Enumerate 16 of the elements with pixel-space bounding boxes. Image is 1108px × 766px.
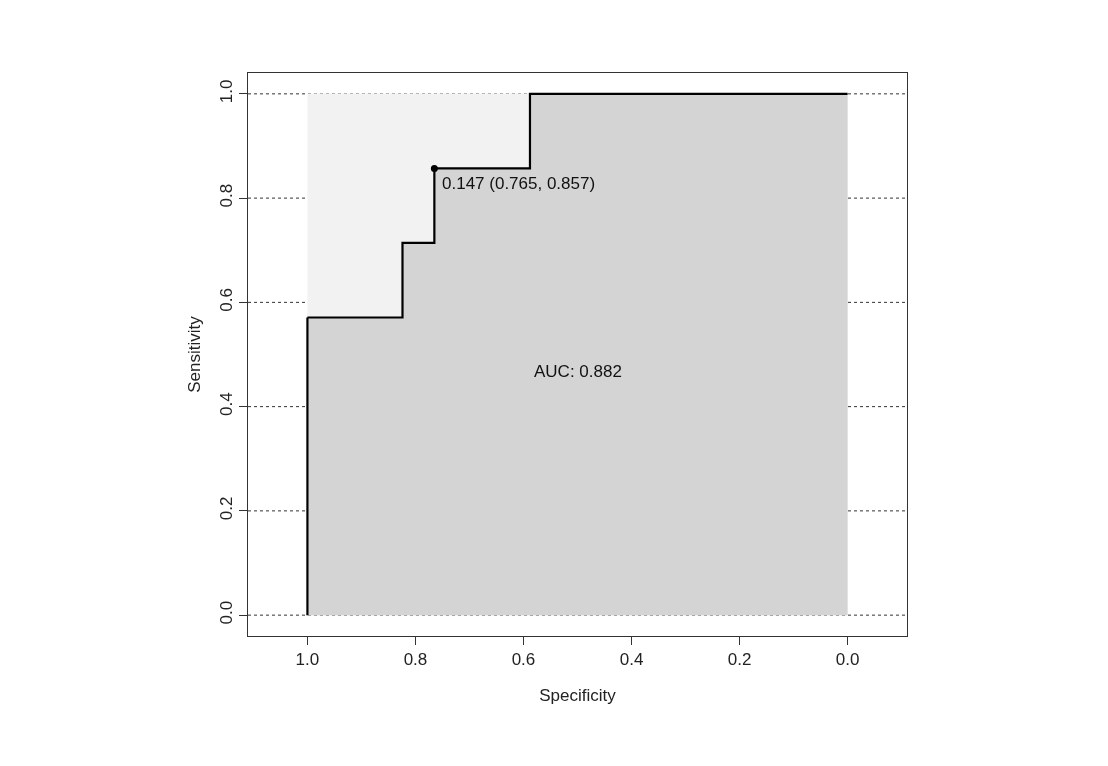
y-tick-label: 0.8 [217, 183, 237, 208]
y-axis-title: Sensitivity [184, 315, 204, 393]
annotation: AUC: 0.882 [534, 362, 622, 381]
x-tick-label: 1.0 [295, 650, 320, 670]
y-tick-label: 0.4 [217, 392, 237, 416]
x-tick-label: 0.8 [403, 650, 428, 670]
x-tick-label: 0.0 [835, 650, 860, 670]
y-tick-label: 1.0 [217, 79, 237, 104]
x-tick-label: 0.2 [727, 650, 752, 670]
y-tick-label: 0.0 [217, 600, 237, 625]
y-tick-label: 0.2 [217, 496, 237, 521]
x-axis-title: Specificity [539, 685, 617, 705]
y-tick-label: 0.6 [217, 288, 237, 312]
x-tick-label: 0.4 [619, 650, 644, 670]
annotation: 0.147 (0.765, 0.857) [442, 174, 596, 193]
x-tick-label: 0.6 [511, 650, 536, 670]
